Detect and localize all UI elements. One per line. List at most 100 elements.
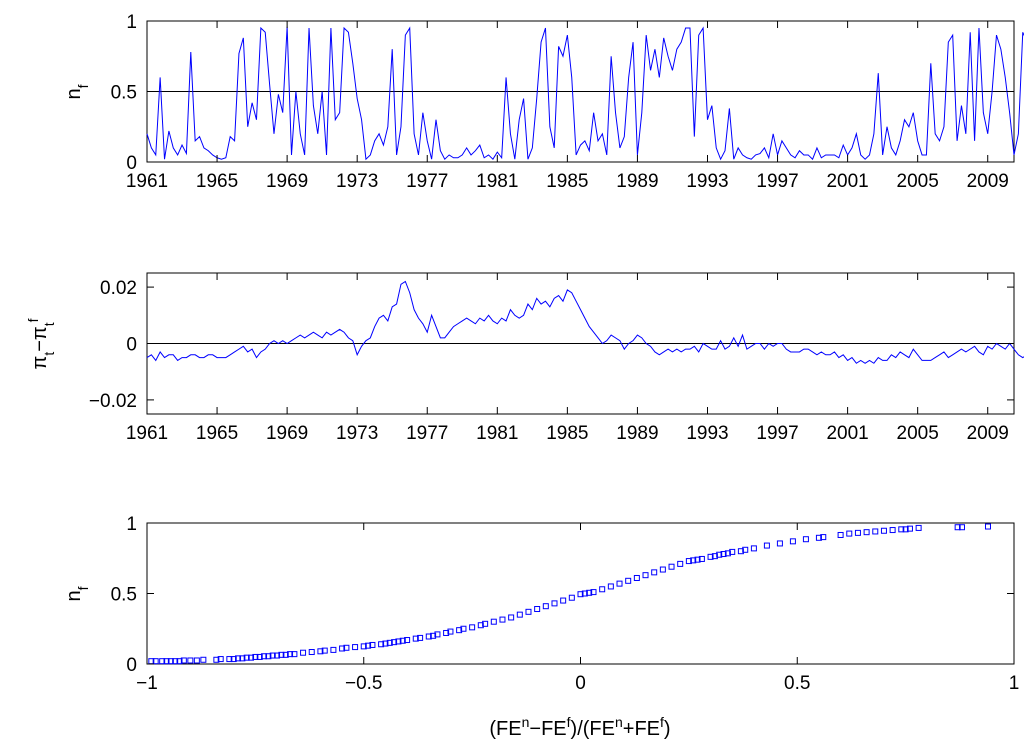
panel-nf-timeseries: 00.51 1961 1965 1969 1973 1977 1981 1985 1989 19…: [63, 12, 1024, 192]
x-ticks-top: 1961 1965 1969 1973 1977 1981 1985 1989 1993 1997…: [126, 21, 1009, 192]
scatter-point: [404, 637, 411, 644]
scatter-point: [395, 638, 402, 645]
scatter-point: [172, 658, 179, 665]
scatter-point: [906, 525, 913, 532]
x-tick-label: 1969: [266, 171, 308, 192]
x-tick-label: 1985: [546, 423, 588, 444]
scatter-point: [711, 553, 718, 560]
scatter-point: [330, 646, 337, 653]
x-tick-label: 2001: [826, 423, 868, 444]
scatter-point: [239, 655, 246, 662]
x-tick-label: 1997: [756, 171, 798, 192]
scatter-point: [365, 642, 372, 649]
scatter-point: [287, 651, 294, 658]
scatter-point: [477, 622, 484, 629]
x-tick-label: 1969: [266, 423, 308, 444]
scatter-point: [616, 580, 623, 587]
x-ticks-middle: 1961 1965 1969 1973 1977 1981 1985 1989 1993 1997…: [126, 273, 1009, 444]
scatter-point: [698, 555, 705, 562]
scatter-point: [187, 657, 194, 664]
scatter-point: [412, 635, 419, 642]
x-tick-label: 1973: [336, 171, 378, 192]
scatter-point: [872, 528, 879, 535]
scatter-point: [425, 633, 432, 640]
scatter-point: [180, 657, 187, 664]
x-tick-label: 1961: [126, 171, 168, 192]
y-tick-label: 0.5: [111, 585, 137, 606]
scatter-point: [447, 628, 454, 635]
y-tick-label: 0.02: [100, 278, 137, 299]
y-tick-label: 0: [126, 335, 137, 356]
scatter-point: [707, 553, 714, 560]
scatter-point: [252, 653, 259, 660]
inflation-gap-series-line: [146, 280, 1024, 364]
scatter-point: [750, 545, 757, 552]
scatter-point: [200, 656, 207, 663]
scatter-point: [854, 529, 861, 536]
y-tick-label: 1: [126, 514, 137, 535]
scatter-point: [590, 589, 597, 596]
y-tick-label: 1: [126, 12, 137, 33]
scatter-point: [434, 631, 441, 638]
x-tick-label: 1997: [756, 423, 798, 444]
x-tick-label: 1985: [546, 171, 588, 192]
scatter-point: [642, 572, 649, 579]
scatter-point: [542, 603, 549, 610]
scatter-point: [321, 647, 328, 654]
scatter-point: [343, 644, 350, 651]
scatter-point: [399, 637, 406, 644]
scatter-point: [193, 657, 200, 664]
scatter-point: [417, 634, 424, 641]
scatter-point: [776, 540, 783, 547]
scatter-point: [599, 586, 606, 593]
scatter-point: [430, 632, 437, 639]
x-tick-label: 1981: [476, 423, 518, 444]
scatter-point: [248, 654, 255, 661]
scatter-point: [460, 625, 467, 632]
scatter-point: [163, 658, 170, 665]
scatter-point: [846, 530, 853, 537]
scatter-point: [534, 606, 541, 613]
scatter-point: [659, 566, 666, 573]
x-tick-label: 0: [575, 673, 586, 694]
scatter-point: [820, 534, 827, 541]
x-axis-label-bottom: (FEn−FEf)/(FEn+FEf): [489, 714, 670, 740]
scatter-point: [677, 560, 684, 567]
scatter-point: [915, 524, 922, 531]
scatter-point: [516, 611, 523, 618]
scatter-point: [685, 558, 692, 565]
x-tick-label: 1977: [406, 423, 448, 444]
scatter-point: [159, 658, 166, 665]
scatter-point: [213, 656, 220, 663]
scatter-point: [898, 526, 905, 533]
scatter-point: [694, 556, 701, 563]
x-tick-label: 0.5: [784, 673, 810, 694]
scatter-point: [690, 557, 697, 564]
scatter-point: [551, 600, 558, 607]
scatter-point: [308, 649, 315, 656]
scatter-point: [568, 594, 575, 601]
y-tick-label: 0: [126, 655, 137, 676]
y-ticks-middle: −0.02 0 0.02: [89, 278, 1014, 412]
scatter-point: [802, 536, 809, 543]
y-ticks-bottom: 00.51: [111, 514, 1014, 676]
scatter-point: [217, 656, 224, 663]
y-ticks-top: 00.51: [111, 12, 1014, 174]
scatter-point: [230, 656, 237, 663]
x-tick-label: 2009: [967, 423, 1009, 444]
scatter-point: [668, 563, 675, 570]
x-tick-label: 2005: [897, 423, 939, 444]
scatter-point: [560, 597, 567, 604]
scatter-markers: [148, 523, 991, 665]
scatter-point: [369, 641, 376, 648]
scatter-point: [339, 645, 346, 652]
scatter-point: [469, 624, 476, 631]
scatter-point: [391, 639, 398, 646]
scatter-point: [633, 574, 640, 581]
x-tick-label: 1977: [406, 171, 448, 192]
x-tick-label: 1973: [336, 423, 378, 444]
y-tick-label: −0.02: [89, 391, 137, 412]
x-tick-label: 2005: [897, 171, 939, 192]
scatter-point: [729, 548, 736, 555]
